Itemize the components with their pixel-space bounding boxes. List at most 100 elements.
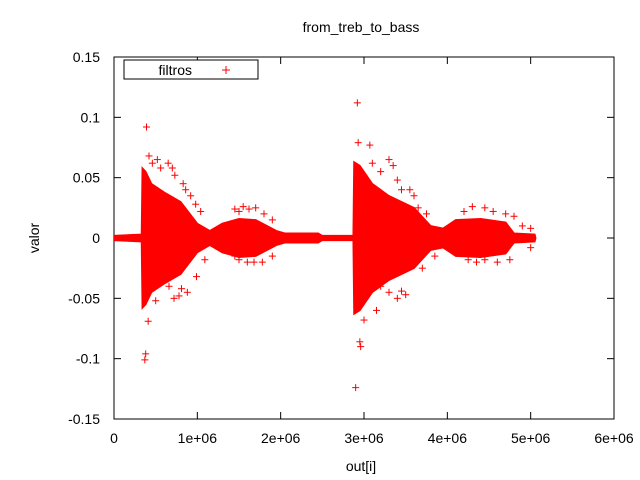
- data-point: [473, 258, 480, 266]
- data-point: [377, 168, 385, 176]
- data-point: [398, 186, 405, 194]
- data-point: [352, 384, 360, 392]
- data-point: [423, 210, 430, 218]
- data-point: [192, 200, 200, 208]
- y-tick-label: -0.1: [76, 351, 100, 367]
- data-point: [250, 258, 258, 266]
- data-point: [231, 205, 239, 213]
- data-layer: [113, 99, 537, 392]
- data-point: [197, 207, 205, 215]
- data-point: [360, 316, 368, 324]
- data-point: [258, 258, 266, 266]
- data-point: [452, 248, 460, 256]
- data-point: [260, 210, 268, 218]
- data-point: [493, 258, 501, 266]
- data-point: [356, 338, 364, 346]
- y-tick-label: 0: [92, 230, 100, 246]
- legend: filtros: [123, 59, 259, 80]
- y-axis-label: valor: [26, 222, 42, 253]
- data-point: [431, 252, 439, 260]
- data-point: [142, 350, 150, 358]
- legend-label-filtros: filtros: [159, 62, 192, 78]
- y-tick-label: -0.15: [68, 411, 100, 427]
- data-point: [157, 164, 165, 172]
- data-point: [510, 212, 518, 220]
- chart-title: from_treb_to_bass: [303, 19, 420, 35]
- data-point: [377, 282, 385, 290]
- data-point: [165, 282, 173, 290]
- data-point: [143, 123, 150, 131]
- data-point: [171, 171, 179, 179]
- data-point: [235, 207, 243, 215]
- data-point: [489, 207, 497, 215]
- data-point: [527, 224, 535, 232]
- data-point: [506, 256, 514, 264]
- x-tick-label: 0: [110, 430, 118, 446]
- data-point: [518, 222, 526, 230]
- data-point: [481, 256, 489, 264]
- x-axis: 0 1e+06 2e+06 3e+06 4e+06 5e+06 6e+06: [110, 57, 634, 446]
- data-point: [168, 164, 176, 172]
- data-point: [410, 192, 418, 200]
- data-point: [252, 204, 260, 212]
- data-point: [245, 205, 253, 213]
- data-point: [201, 256, 209, 264]
- data-point: [357, 343, 365, 351]
- data-point: [243, 258, 251, 266]
- data-point: [141, 356, 149, 364]
- data-point: [418, 264, 426, 272]
- data-point: [268, 216, 276, 224]
- data-point: [385, 288, 393, 296]
- x-tick-label: 2e+06: [261, 430, 301, 446]
- data-point: [406, 186, 414, 194]
- y-tick-label: 0.05: [73, 170, 100, 186]
- data-point: [353, 99, 361, 107]
- data-point: [398, 287, 405, 295]
- data-point: [368, 159, 376, 167]
- data-point: [170, 294, 178, 302]
- data-point: [373, 306, 380, 314]
- data-point: [178, 285, 185, 293]
- x-axis-label: out[i]: [346, 458, 376, 474]
- x-tick-label: 6e+06: [594, 430, 634, 446]
- data-point: [468, 203, 476, 211]
- data-point: [239, 203, 247, 211]
- data-point: [183, 288, 191, 296]
- data-point: [145, 152, 153, 160]
- data-point: [235, 256, 243, 264]
- data-point: [393, 294, 401, 302]
- data-point: [231, 252, 239, 260]
- x-tick-label: 4e+06: [428, 430, 468, 446]
- data-point: [464, 256, 472, 264]
- data-point: [366, 141, 374, 149]
- data-point: [460, 207, 468, 215]
- data-point: [187, 192, 195, 200]
- data-point: [144, 317, 152, 325]
- data-point: [153, 156, 161, 164]
- series-filtros-dense-band: [113, 160, 537, 316]
- legend-box: [123, 59, 259, 80]
- data-point: [152, 297, 160, 305]
- data-point: [164, 159, 172, 167]
- legend-marker-filtros: [222, 66, 230, 74]
- data-point: [354, 139, 362, 147]
- data-point: [148, 159, 156, 167]
- data-point: [179, 180, 187, 188]
- y-tick-label: -0.05: [68, 290, 100, 306]
- y-tick-label: 0.1: [81, 109, 101, 125]
- data-point: [385, 156, 393, 164]
- y-axis: -0.15 -0.1 -0.05 0 0.05 0.1 0.15: [68, 49, 614, 427]
- data-point: [393, 176, 401, 184]
- x-tick-label: 1e+06: [178, 430, 218, 446]
- x-tick-label: 3e+06: [344, 430, 384, 446]
- y-tick-label: 0.15: [73, 49, 100, 65]
- data-point: [182, 186, 190, 194]
- data-point: [175, 292, 183, 300]
- data-point: [402, 291, 410, 299]
- data-point: [414, 204, 422, 212]
- data-point: [481, 204, 489, 212]
- data-point: [193, 273, 200, 281]
- data-point: [527, 244, 535, 252]
- data-point: [389, 162, 397, 170]
